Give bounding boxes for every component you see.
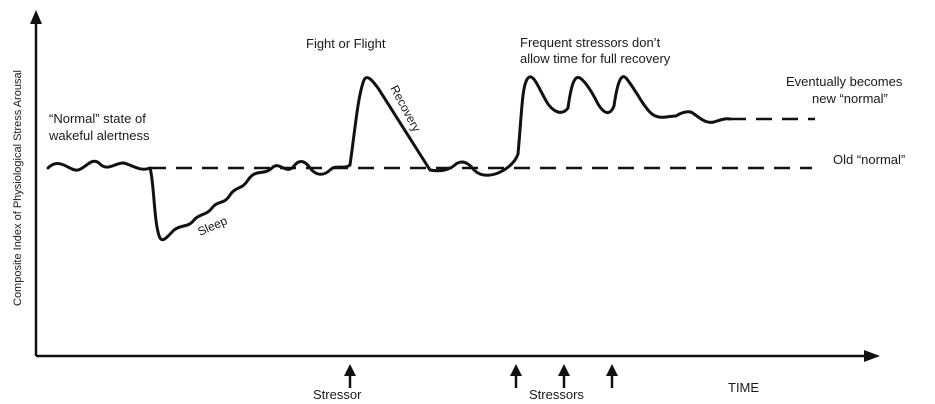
x-axis-label: TIME [728, 380, 759, 395]
arousal-curve [46, 75, 732, 242]
normal-state-label-line1: “Normal” state of [49, 111, 146, 126]
eventually-label-line2: new “normal” [812, 91, 888, 106]
y-axis-label: Composite Index of Physiological Stress … [12, 70, 24, 306]
frequent-stressors-label-line1: Frequent stressors don’t [520, 35, 661, 50]
eventually-label-line1: Eventually becomes [786, 74, 903, 89]
normal-state-label-line2: wakeful alertness [48, 128, 150, 143]
sleep-label: Sleep [196, 213, 230, 238]
stressor-arrow-3 [558, 364, 570, 388]
y-axis-arrowhead [30, 10, 42, 24]
baselines [150, 117, 815, 170]
frequent-stressors-label-line2: allow time for full recovery [520, 51, 671, 66]
stressor-label: Stressor [313, 387, 362, 402]
fight-or-flight-label: Fight or Flight [306, 36, 386, 51]
stressor-arrows [344, 364, 618, 388]
stressor-arrow-2 [510, 364, 522, 388]
x-axis-arrowhead [864, 350, 880, 362]
stressors-label: Stressors [529, 387, 584, 402]
axes [30, 10, 880, 362]
old-normal-label: Old “normal” [833, 152, 905, 167]
stressor-arrow-4 [606, 364, 618, 388]
stressor-arrow-1 [344, 364, 356, 388]
